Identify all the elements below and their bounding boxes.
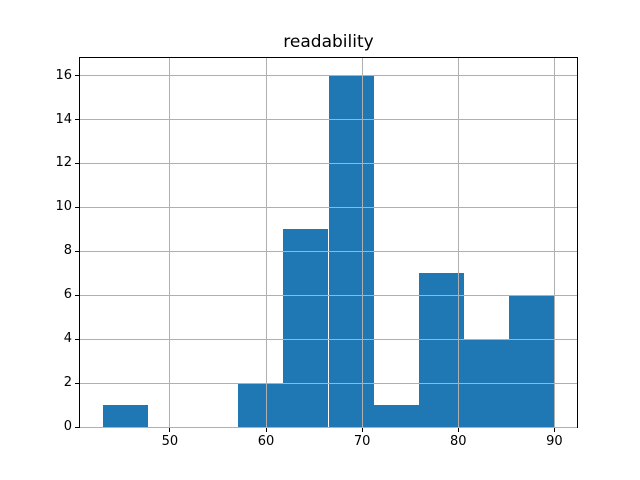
y-gridline — [80, 119, 577, 120]
histogram-bar — [102, 405, 148, 427]
y-tick-label: 0 — [63, 419, 72, 434]
x-tick-mark — [265, 428, 267, 432]
x-tick-label: 70 — [353, 434, 371, 449]
y-gridline — [80, 250, 577, 252]
y-gridline — [80, 382, 577, 384]
y-tick-label: 2 — [63, 375, 72, 391]
histogram-bar — [238, 383, 284, 427]
x-tick-mark — [553, 428, 555, 432]
y-gridline — [80, 75, 577, 77]
x-tick-label: 50 — [161, 434, 179, 449]
x-tick-mark — [169, 428, 171, 432]
x-gridline — [457, 58, 459, 427]
x-tick-label: 90 — [546, 434, 563, 449]
histogram-bar — [418, 273, 465, 427]
x-tick-label: 60 — [257, 434, 275, 449]
x-gridline — [361, 58, 363, 427]
x-gridline — [553, 58, 555, 427]
grid-layer — [80, 58, 577, 428]
histogram-bar — [509, 295, 555, 427]
y-gridline — [80, 338, 577, 340]
histogram-bar — [283, 229, 329, 427]
y-tick-label: 14 — [55, 111, 72, 127]
y-gridline — [80, 426, 577, 428]
y-gridline — [80, 294, 577, 296]
chart-title: readability — [283, 32, 374, 52]
y-tick-label: 10 — [55, 199, 72, 215]
x-gridline — [169, 58, 171, 427]
y-tick-label: 8 — [63, 243, 72, 259]
y-tick-label: 4 — [63, 331, 72, 347]
y-gridline — [80, 162, 577, 164]
x-tick-mark — [457, 428, 459, 432]
plot-area — [79, 57, 578, 428]
x-tick-mark — [361, 428, 363, 432]
x-tick-label: 80 — [449, 434, 467, 449]
y-gridline — [80, 206, 577, 208]
y-tick-label: 12 — [55, 155, 72, 171]
histogram-bar — [373, 405, 419, 427]
y-tick-label: 16 — [55, 67, 72, 83]
x-gridline — [265, 58, 267, 427]
y-tick-label: 6 — [63, 287, 72, 303]
